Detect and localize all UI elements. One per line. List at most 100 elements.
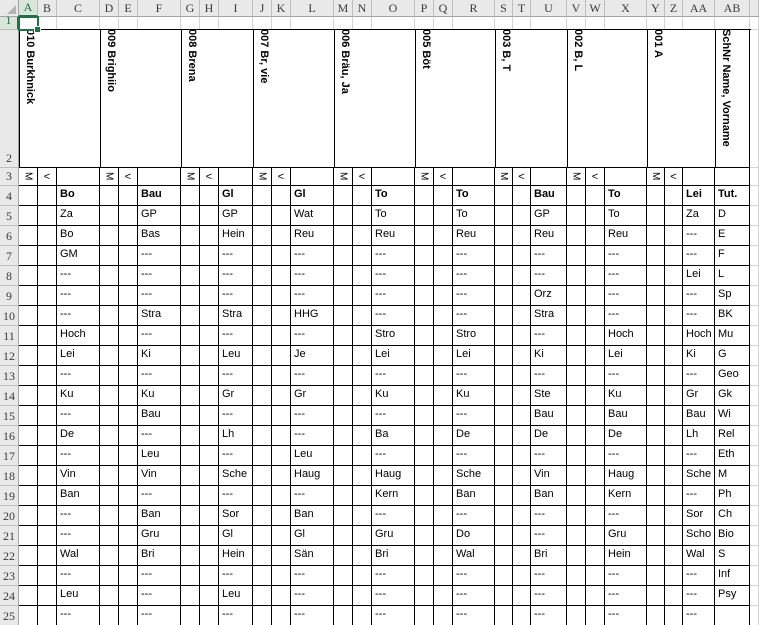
col-header-B[interactable]: B <box>38 0 57 17</box>
cell-G21[interactable] <box>181 526 200 546</box>
cell-G14[interactable] <box>181 386 200 406</box>
cell-AB7[interactable]: F <box>715 246 750 266</box>
cell-X13[interactable]: --- <box>605 366 647 386</box>
cell-F14[interactable]: Ku <box>138 386 181 406</box>
cell-D21[interactable] <box>100 526 119 546</box>
cell-D9[interactable] <box>100 286 119 306</box>
cell-G12[interactable] <box>181 346 200 366</box>
cell-Y3[interactable]: M <box>647 168 665 186</box>
cell-AA18[interactable]: Sche <box>683 466 715 486</box>
cell-extra-9[interactable] <box>750 286 759 306</box>
cell-R15[interactable]: --- <box>453 406 495 426</box>
cell-G8[interactable] <box>181 266 200 286</box>
cell-R25[interactable]: --- <box>453 606 495 625</box>
cell-F8[interactable]: --- <box>138 266 181 286</box>
cell-F9[interactable]: --- <box>138 286 181 306</box>
cell-D6[interactable] <box>100 226 119 246</box>
cell-R10[interactable]: --- <box>453 306 495 326</box>
cell-D4[interactable] <box>100 186 119 206</box>
cell-Q23[interactable] <box>434 566 453 586</box>
cell-Q11[interactable] <box>434 326 453 346</box>
cell-S7[interactable] <box>495 246 513 266</box>
cell-T4[interactable] <box>513 186 531 206</box>
cell-K25[interactable] <box>272 606 291 625</box>
cell-AB11[interactable]: Mu <box>715 326 750 346</box>
cell-AA11[interactable]: Hoch <box>683 326 715 346</box>
cell-J6[interactable] <box>253 226 272 246</box>
cell-I13[interactable]: --- <box>219 366 253 386</box>
cell-L19[interactable]: --- <box>291 486 334 506</box>
cell-E12[interactable] <box>119 346 138 366</box>
cell-Z25[interactable] <box>665 606 683 625</box>
cell-G3[interactable]: M <box>181 168 200 186</box>
cell-M6[interactable] <box>334 226 353 246</box>
cell-Z15[interactable] <box>665 406 683 426</box>
cell-K22[interactable] <box>272 546 291 566</box>
cell-K16[interactable] <box>272 426 291 446</box>
cell-E24[interactable] <box>119 586 138 606</box>
cell-G25[interactable] <box>181 606 200 625</box>
col-header-P[interactable]: P <box>415 0 434 17</box>
cell-AA20[interactable]: Sor <box>683 506 715 526</box>
row-header-4[interactable]: 4 <box>0 186 19 206</box>
cell-H6[interactable] <box>200 226 219 246</box>
cell-B3[interactable]: < <box>38 168 57 186</box>
cell-D18[interactable] <box>100 466 119 486</box>
cell-I12[interactable]: Leu <box>219 346 253 366</box>
cell-H9[interactable] <box>200 286 219 306</box>
cell-H3[interactable]: < <box>200 168 219 186</box>
cell-AB9[interactable]: Sp <box>715 286 750 306</box>
cell-S10[interactable] <box>495 306 513 326</box>
cell-T16[interactable] <box>513 426 531 446</box>
cell-S16[interactable] <box>495 426 513 446</box>
cell-W18[interactable] <box>586 466 605 486</box>
cell-B13[interactable] <box>38 366 57 386</box>
cell-W17[interactable] <box>586 446 605 466</box>
cell-Y5[interactable] <box>647 206 665 226</box>
cell-H17[interactable] <box>200 446 219 466</box>
row-header-18[interactable]: 18 <box>0 466 19 486</box>
cell-Y22[interactable] <box>647 546 665 566</box>
cell-W19[interactable] <box>586 486 605 506</box>
cell-I19[interactable]: --- <box>219 486 253 506</box>
cell-AB8[interactable]: L <box>715 266 750 286</box>
cell-U8[interactable]: --- <box>531 266 567 286</box>
col-header-E[interactable]: E <box>119 0 138 17</box>
cell-O19[interactable]: Kern <box>372 486 415 506</box>
cell-D16[interactable] <box>100 426 119 446</box>
cell-AA21[interactable]: Scho <box>683 526 715 546</box>
cell-B25[interactable] <box>38 606 57 625</box>
cell-W3[interactable]: < <box>586 168 605 186</box>
cell-Z16[interactable] <box>665 426 683 446</box>
cell-L7[interactable]: --- <box>291 246 334 266</box>
cell-extra-19[interactable] <box>750 486 759 506</box>
cell-I4[interactable]: Gl <box>219 186 253 206</box>
cell-V8[interactable] <box>567 266 586 286</box>
cell-E19[interactable] <box>119 486 138 506</box>
cell-P22[interactable] <box>415 546 434 566</box>
cell-Q12[interactable] <box>434 346 453 366</box>
cell-AB6[interactable]: E <box>715 226 750 246</box>
cell-W8[interactable] <box>586 266 605 286</box>
cell-O22[interactable]: Bri <box>372 546 415 566</box>
cell-A23[interactable] <box>19 566 38 586</box>
cell-X15[interactable]: Bau <box>605 406 647 426</box>
cell-G23[interactable] <box>181 566 200 586</box>
cell-H13[interactable] <box>200 366 219 386</box>
cell-M5[interactable] <box>334 206 353 226</box>
col-header-I[interactable]: I <box>219 0 253 17</box>
row-header-24[interactable]: 24 <box>0 586 19 606</box>
cell-M16[interactable] <box>334 426 353 446</box>
cell-Z12[interactable] <box>665 346 683 366</box>
cell-Z8[interactable] <box>665 266 683 286</box>
cell-F20[interactable]: Ban <box>138 506 181 526</box>
cell-P12[interactable] <box>415 346 434 366</box>
cell-I7[interactable]: --- <box>219 246 253 266</box>
cell-X7[interactable]: --- <box>605 246 647 266</box>
cell-Q5[interactable] <box>434 206 453 226</box>
cell-AA4[interactable]: Lei <box>683 186 715 206</box>
cell-X24[interactable]: --- <box>605 586 647 606</box>
cell-K11[interactable] <box>272 326 291 346</box>
cell-V9[interactable] <box>567 286 586 306</box>
cell-E22[interactable] <box>119 546 138 566</box>
